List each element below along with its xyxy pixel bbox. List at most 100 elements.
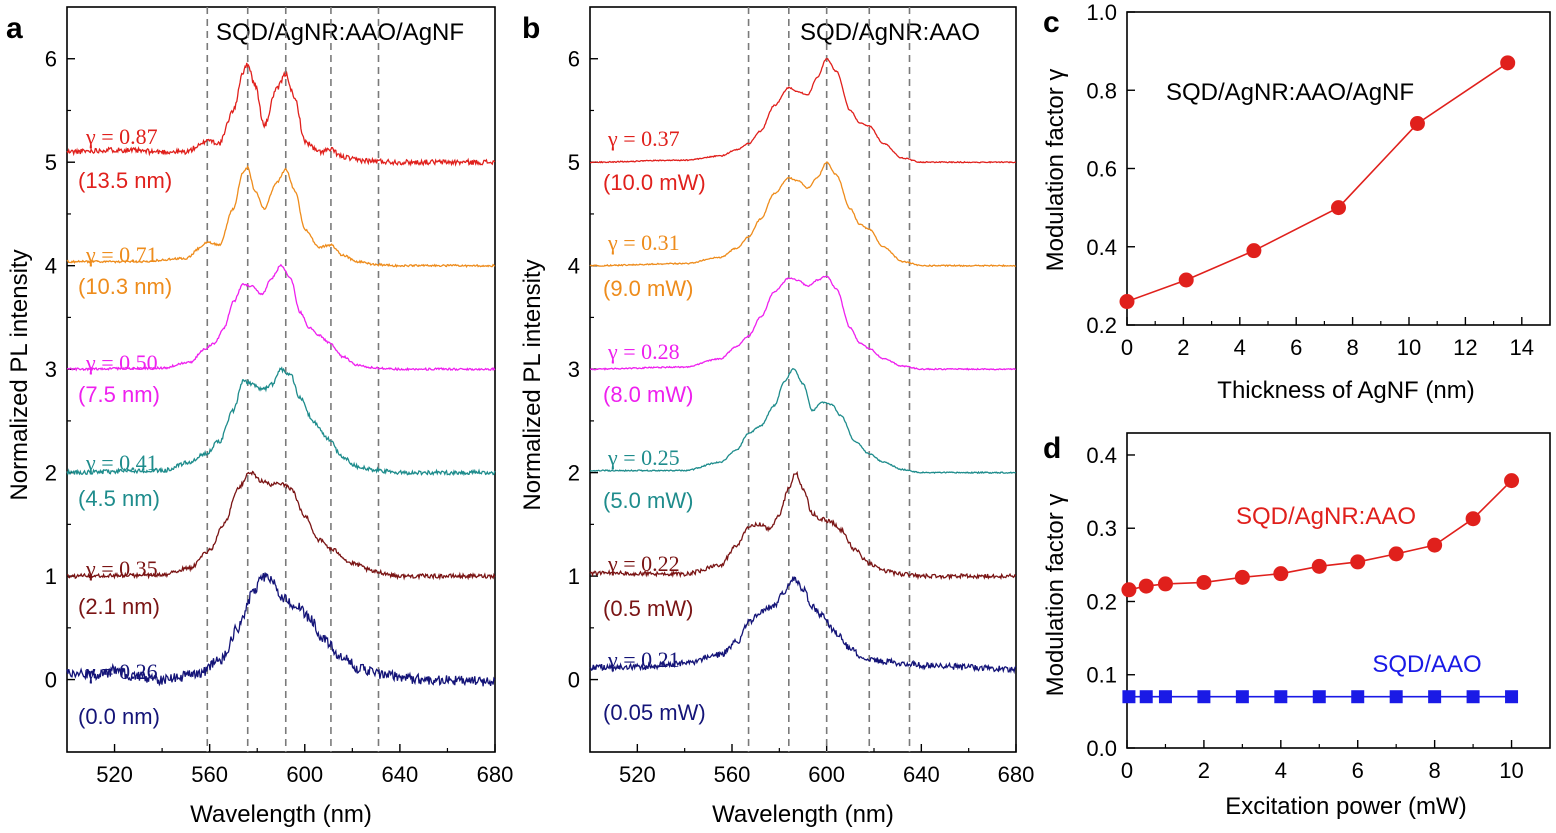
panel-b-spectra: SQD/AgNR:AAO Wavelength (nm) Normalized … (519, 6, 1035, 828)
panel-b-gamma-label: γ = 0.22 (607, 551, 680, 576)
panel-d-data-point (1121, 582, 1137, 598)
panel-d-data-point (1505, 690, 1519, 704)
panel-b-xtick-label: 600 (808, 762, 845, 787)
panel-a-xtick-label: 520 (96, 762, 133, 787)
panel-b-xtick-label: 640 (903, 762, 940, 787)
panel-a-ytick-label: 1 (45, 564, 57, 589)
panel-a-title: SQD/AgNR:AAO/AgNF (216, 19, 464, 46)
panel-d-xtick-label: 10 (1499, 758, 1523, 783)
panel-b-gamma-label: γ = 0.21 (607, 647, 680, 672)
panel-a-gamma-label: γ = 0.87 (85, 124, 158, 149)
panel-c-xtick-label: 12 (1453, 335, 1477, 360)
panel-d-data-point (1350, 554, 1366, 570)
panel-a-series-label: (7.5 nm) (78, 382, 160, 407)
panel-d-ytick-label: 0.0 (1086, 736, 1117, 761)
panel-b-spectrum-line (589, 367, 1016, 475)
panel-a-series-label: (13.5 nm) (78, 168, 172, 193)
panel-c-xlabel: Thickness of AgNF (nm) (1217, 377, 1474, 404)
panel-d-ytick-label: 0.1 (1086, 663, 1117, 688)
panel-a-series-label: (0.0 nm) (78, 704, 160, 729)
panel-c-thickness-plot: SQD/AgNR:AAO/AgNF Thickness of AgNF (nm)… (1042, 0, 1551, 404)
panel-c-ytick-label: 0.2 (1086, 313, 1117, 338)
panel-d-axes-box (1126, 432, 1551, 749)
panel-a-gamma-label: γ = 0.50 (85, 350, 158, 375)
panel-d-data-point (1466, 690, 1480, 704)
panel-b-xtick-label: 560 (714, 762, 751, 787)
panel-c-data-point (1246, 243, 1262, 259)
panel-a-series-label: (4.5 nm) (78, 486, 160, 511)
panel-d-data-point (1235, 690, 1249, 704)
panel-c-xtick-label: 0 (1121, 335, 1133, 360)
panel-b-ytick-label: 5 (568, 150, 580, 175)
panel-b-ytick-label: 1 (568, 564, 580, 589)
panel-b-axes-box (589, 6, 1017, 753)
panel-c-xtick-label: 14 (1510, 335, 1534, 360)
panel-a-xtick-label: 560 (191, 762, 228, 787)
panel-a-gamma-label: γ = 0.26 (85, 659, 158, 684)
panel-b-ytick-label: 3 (568, 357, 580, 382)
panel-d-ylabel: Modulation factor γ (1042, 494, 1069, 697)
panel-a-xtick-label: 600 (286, 762, 323, 787)
panel-d-data-point (1427, 537, 1443, 553)
panel-b-spectrum-line (589, 161, 1016, 268)
panel-d-data-point (1465, 511, 1481, 527)
panel-b-spectrum-line (589, 275, 1016, 371)
panel-b-spectrum-line (590, 57, 1017, 164)
panel-b-gamma-label: γ = 0.37 (607, 126, 680, 151)
panel-a-gamma-label: γ = 0.71 (85, 242, 158, 267)
panel-b-gamma-label: γ = 0.28 (607, 339, 680, 364)
panel-a-series-label: (2.1 nm) (78, 594, 160, 619)
panel-a-ytick-label: 6 (45, 47, 57, 72)
panel-c-data-point (1178, 272, 1194, 288)
panel-d-series-label-red: SQD/AgNR:AAO (1236, 503, 1416, 530)
panel-b-xtick-label: 520 (619, 762, 656, 787)
panel-b-ytick-label: 4 (568, 254, 580, 279)
panel-d-data-point (1389, 690, 1403, 704)
panel-label-c: c (1043, 6, 1060, 39)
panel-b-xlabel: Wavelength (nm) (712, 801, 894, 828)
panel-d-data-point (1158, 690, 1172, 704)
panel-b-series-label: (9.0 mW) (603, 276, 693, 301)
panel-c-data-point (1331, 200, 1346, 216)
panel-label-d: d (1043, 432, 1061, 465)
panel-a-spectrum-line (66, 572, 496, 687)
panel-a-ylabel: Normalized PL intensity (6, 249, 33, 500)
panel-d-data-point (1504, 473, 1520, 489)
panel-c-ylabel: Modulation factor γ (1042, 69, 1069, 272)
panel-d-series-label-blue: SQD/AAO (1372, 651, 1481, 678)
panel-b-xtick-label: 680 (998, 762, 1035, 787)
panel-c-ytick-label: 0.6 (1086, 157, 1117, 182)
panel-b-spectrum-line (589, 576, 1017, 675)
panel-a-xtick-label: 680 (477, 762, 514, 787)
panel-b-gamma-label: γ = 0.25 (607, 445, 680, 470)
panel-d-data-point (1122, 690, 1136, 704)
panel-b-ytick-label: 0 (568, 668, 580, 693)
panel-a-spectrum-line (67, 470, 496, 581)
panel-d-ytick-label: 0.2 (1086, 589, 1117, 614)
panel-a-ytick-label: 4 (45, 254, 57, 279)
panel-c-ytick-label: 1.0 (1086, 0, 1117, 25)
panel-d-xtick-label: 4 (1275, 758, 1287, 783)
panel-label-b: b (522, 12, 540, 45)
panel-a-spectrum-line (66, 366, 496, 477)
panel-b-title: SQD/AgNR:AAO (800, 19, 980, 46)
panel-a-spectrum-line (66, 62, 496, 167)
panel-d-data-point (1197, 690, 1211, 704)
panel-d-data-point (1274, 690, 1288, 704)
panel-a-xlabel: Wavelength (nm) (190, 801, 372, 828)
panel-d-xtick-label: 0 (1121, 758, 1133, 783)
panel-c-data-point (1409, 116, 1425, 132)
panel-d-data-point (1139, 690, 1153, 704)
panel-c-data-point (1500, 55, 1516, 71)
panel-a-ytick-label: 5 (45, 150, 57, 175)
panel-label-a: a (6, 12, 23, 45)
panel-d-data-point (1351, 690, 1365, 704)
panel-d-data-point (1388, 546, 1404, 562)
panel-b-ytick-label: 2 (568, 461, 580, 486)
panel-c-ytick-label: 0.8 (1086, 78, 1117, 103)
panel-c-series-line (1126, 62, 1509, 303)
panel-d-xtick-label: 2 (1198, 758, 1210, 783)
panel-a-spectra: SQD/AgNR:AAO/AgNF Wavelength (nm) Normal… (6, 6, 514, 828)
panel-c-xtick-label: 4 (1234, 335, 1246, 360)
